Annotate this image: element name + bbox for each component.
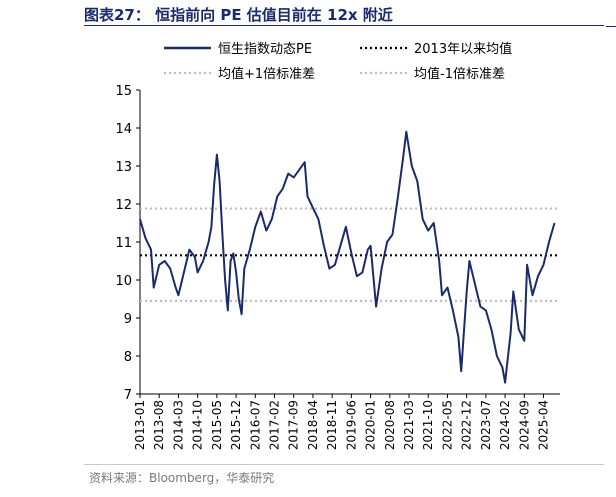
y-tick-label: 15 [115,84,132,99]
source-note: 资料来源：Bloomberg，华泰研究 [89,471,275,485]
x-tick-label: 2014-03 [171,400,185,450]
x-tick-label: 2013-01 [133,400,147,450]
axes: 7 8 9 10 11 12 13 14 15 2013-01 2013-08 2014-03 2014… [115,84,560,450]
x-tick-label: 2021-10 [421,400,435,450]
x-tick-label: 2019-06 [344,400,358,450]
x-tick-label: 2021-03 [402,400,416,450]
x-tick-label: 2020-01 [364,400,378,450]
x-tick-label: 2017-02 [268,400,282,450]
y-tick-label: 9 [124,312,132,327]
x-tick-label: 2015-05 [210,400,224,450]
x-tick-label: 2015-12 [229,400,243,450]
y-tick-label: 14 [115,122,132,137]
x-tick-label: 2020-08 [383,400,397,450]
x-tick-label: 2018-11 [325,400,339,450]
legend-label: 2013年以来均值 [414,41,512,57]
y-tick-label: 8 [124,350,132,365]
plot-area [139,130,556,384]
legend-label: 均值+1倍标准差 [218,66,315,82]
y-tick-label: 12 [115,198,132,213]
legend-label: 均值-1倍标准差 [414,66,505,82]
y-tick-label: 11 [115,236,132,251]
x-tick-label: 2018-04 [306,400,320,450]
title-rule [84,0,604,26]
x-tick-label: 2025-04 [537,400,551,450]
y-tick-label: 13 [115,160,132,175]
source-rule [84,464,604,465]
x-tick-label: 2017-09 [287,400,301,450]
right-edge-rule [606,0,616,27]
x-tick-label: 2022-05 [440,400,454,450]
legend-label: 恒生指数动态PE [218,42,312,57]
pe-series-line [139,130,556,384]
figure-title: 图表27： 恒指前向 PE 估值目前在 12x 附近 [84,6,393,24]
reference-lines [140,207,560,302]
x-tick-label: 2013-08 [152,400,166,450]
y-tick-label: 10 [115,274,132,289]
x-tick-label: 2024-09 [517,400,531,450]
x-tick-label: 2023-07 [479,400,493,450]
x-tick-label: 2014-10 [191,400,205,450]
x-tick-label: 2024-02 [498,400,512,450]
x-tick-label: 2016-07 [248,400,262,450]
x-tick-label: 2022-12 [460,400,474,450]
y-tick-label: 7 [124,388,132,403]
